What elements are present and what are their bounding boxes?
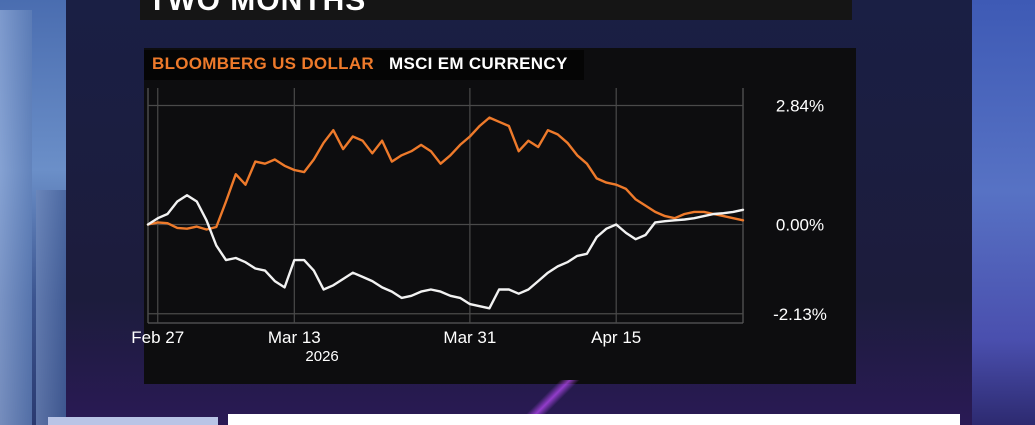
background-glow bbox=[520, 380, 580, 420]
lower-strip bbox=[228, 414, 960, 425]
y-tick-label: 0.00% bbox=[776, 216, 824, 235]
x-tick-label: Apr 15 bbox=[591, 328, 641, 347]
background-building bbox=[36, 190, 66, 425]
chart-title: TWO MONTHS bbox=[148, 0, 367, 17]
y-tick-label: -2.13% bbox=[773, 305, 827, 324]
x-tick-label: Mar 13 bbox=[268, 328, 321, 347]
title-bar bbox=[140, 0, 852, 20]
x-tick-label: Feb 27 bbox=[131, 328, 184, 347]
legend-item-msci-em: MSCI EM CURRENCY bbox=[389, 54, 568, 73]
legend bbox=[144, 50, 584, 80]
y-tick-label: 2.84% bbox=[776, 96, 824, 115]
series-line-msci-em bbox=[146, 193, 745, 310]
series-line-us-dollar bbox=[146, 116, 745, 231]
lower-strip-left bbox=[48, 417, 218, 425]
x-axis-year-label: 2026 bbox=[305, 348, 338, 365]
background-building bbox=[0, 10, 32, 425]
x-tick-label: Mar 31 bbox=[443, 328, 496, 347]
legend-item-us-dollar: BLOOMBERG US DOLLAR bbox=[152, 54, 374, 73]
chart-panel bbox=[144, 48, 856, 384]
